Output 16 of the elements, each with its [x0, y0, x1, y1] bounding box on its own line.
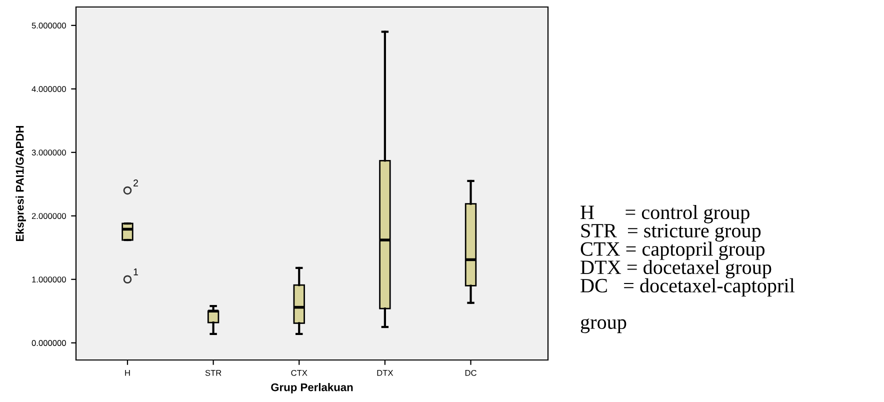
y-tick-label: 2.000000	[32, 213, 66, 219]
x-tick-label: STR	[205, 370, 222, 376]
annotation: 2	[134, 180, 138, 186]
x-tick-label: H	[125, 370, 130, 376]
y-tick-label: 0.000000	[32, 340, 66, 346]
y-axis-title: Ekspresi PAI1/GAPDH	[16, 126, 26, 242]
y-tick-label: 3.000000	[32, 150, 66, 156]
y-tick-label: 1.000000	[32, 276, 66, 282]
x-tick-label: DC	[465, 370, 476, 376]
text: H = control group STR = stricture group CTX = captopril group DTX = docetaxel group DC = docetaxel-captopril group	[580, 205, 795, 334]
annotation: 1	[134, 268, 138, 276]
y-tick-label: 4.000000	[32, 86, 66, 92]
x-tick-label: DTX	[377, 370, 394, 376]
x-tick-label: CTX	[291, 370, 308, 376]
x-axis-title: Grup Perlakuan	[271, 383, 353, 394]
y-tick-label: 5.000000	[32, 22, 66, 29]
